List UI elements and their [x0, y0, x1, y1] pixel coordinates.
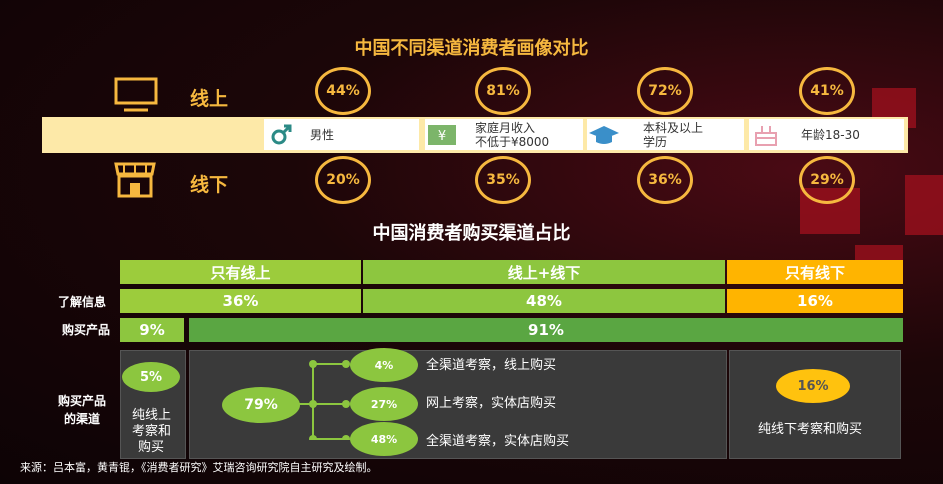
- channel-section-label: 购买产品: [58, 394, 107, 408]
- mixed-item-text: 网上考察，实体店购买: [426, 396, 557, 411]
- online-value: 41%: [799, 67, 855, 115]
- mixed-item-text: 全渠道考察，线上购买: [426, 358, 557, 373]
- attribute-card: 本科及以上 学历: [587, 119, 744, 150]
- monitor-icon: [114, 77, 158, 117]
- purchase-value: 9%: [120, 318, 184, 342]
- money-icon: ¥: [425, 124, 459, 146]
- online-only-text: 考察和: [132, 424, 172, 439]
- mixed-item-value: 27%: [350, 387, 418, 421]
- male-icon: [264, 123, 298, 147]
- graduation-cap-icon: [587, 124, 621, 146]
- svg-text:¥: ¥: [438, 129, 446, 144]
- attribute-label: 本科及以上: [643, 120, 704, 135]
- purchase-value: 91%: [189, 318, 903, 342]
- offline-value: 20%: [315, 156, 371, 204]
- online-row-label: 线上: [190, 88, 229, 110]
- info-value: 36%: [120, 289, 361, 313]
- offline-only-text: 纯线下考察和购买: [758, 422, 863, 437]
- offline-value: 29%: [799, 156, 855, 204]
- offline-only-panel: [729, 350, 901, 459]
- online-value: 44%: [315, 67, 371, 115]
- channel-title: 中国消费者购买渠道占比: [372, 223, 571, 244]
- attribute-label: 年龄18-30: [801, 128, 860, 142]
- attribute-label: 学历: [643, 134, 668, 149]
- profile-title: 中国不同渠道消费者画像对比: [354, 38, 589, 59]
- online-only-text: 购买: [138, 440, 165, 455]
- info-value: 48%: [363, 289, 725, 313]
- offline-value: 36%: [637, 156, 693, 204]
- decor-shape: [905, 175, 943, 235]
- mixed-item-value: 48%: [350, 422, 418, 456]
- online-only-value: 5%: [122, 362, 180, 392]
- connector-lines: [283, 360, 350, 440]
- info-row-label: 了解信息: [58, 295, 107, 309]
- info-value: 16%: [727, 289, 903, 313]
- attribute-label: 男性: [310, 128, 335, 142]
- online-value: 72%: [637, 67, 693, 115]
- attribute-card: ¥ 家庭月收入 不低于¥8000: [425, 119, 583, 150]
- header-online-offline: 线上+线下: [363, 260, 725, 284]
- header-offline-only: 只有线下: [727, 260, 903, 284]
- birthday-cake-icon: [749, 123, 783, 147]
- mixed-item-text: 全渠道考察，实体店购买: [426, 434, 570, 449]
- offline-only-value: 16%: [776, 369, 850, 403]
- attribute-label: 家庭月收入: [475, 120, 536, 135]
- header-online-only: 只有线上: [120, 260, 361, 284]
- mixed-item-value: 4%: [350, 348, 418, 382]
- attribute-label: 不低于¥8000: [475, 134, 550, 149]
- purchase-row-label: 购买产品: [62, 323, 111, 337]
- attribute-card: 男性: [264, 119, 419, 150]
- offline-value: 35%: [475, 156, 531, 204]
- online-value: 81%: [475, 67, 531, 115]
- online-only-text: 纯线上: [132, 408, 172, 423]
- attribute-card: 年龄18-30: [749, 119, 904, 150]
- mixed-total: 79%: [222, 387, 300, 423]
- store-icon: [114, 160, 156, 202]
- channel-section-label: 的渠道: [64, 412, 101, 426]
- offline-row-label: 线下: [190, 174, 229, 196]
- source-footnote: 来源：吕本富，黄青锟，《消费者研究》艾瑞咨询研究院自主研究及绘制。: [20, 461, 378, 474]
